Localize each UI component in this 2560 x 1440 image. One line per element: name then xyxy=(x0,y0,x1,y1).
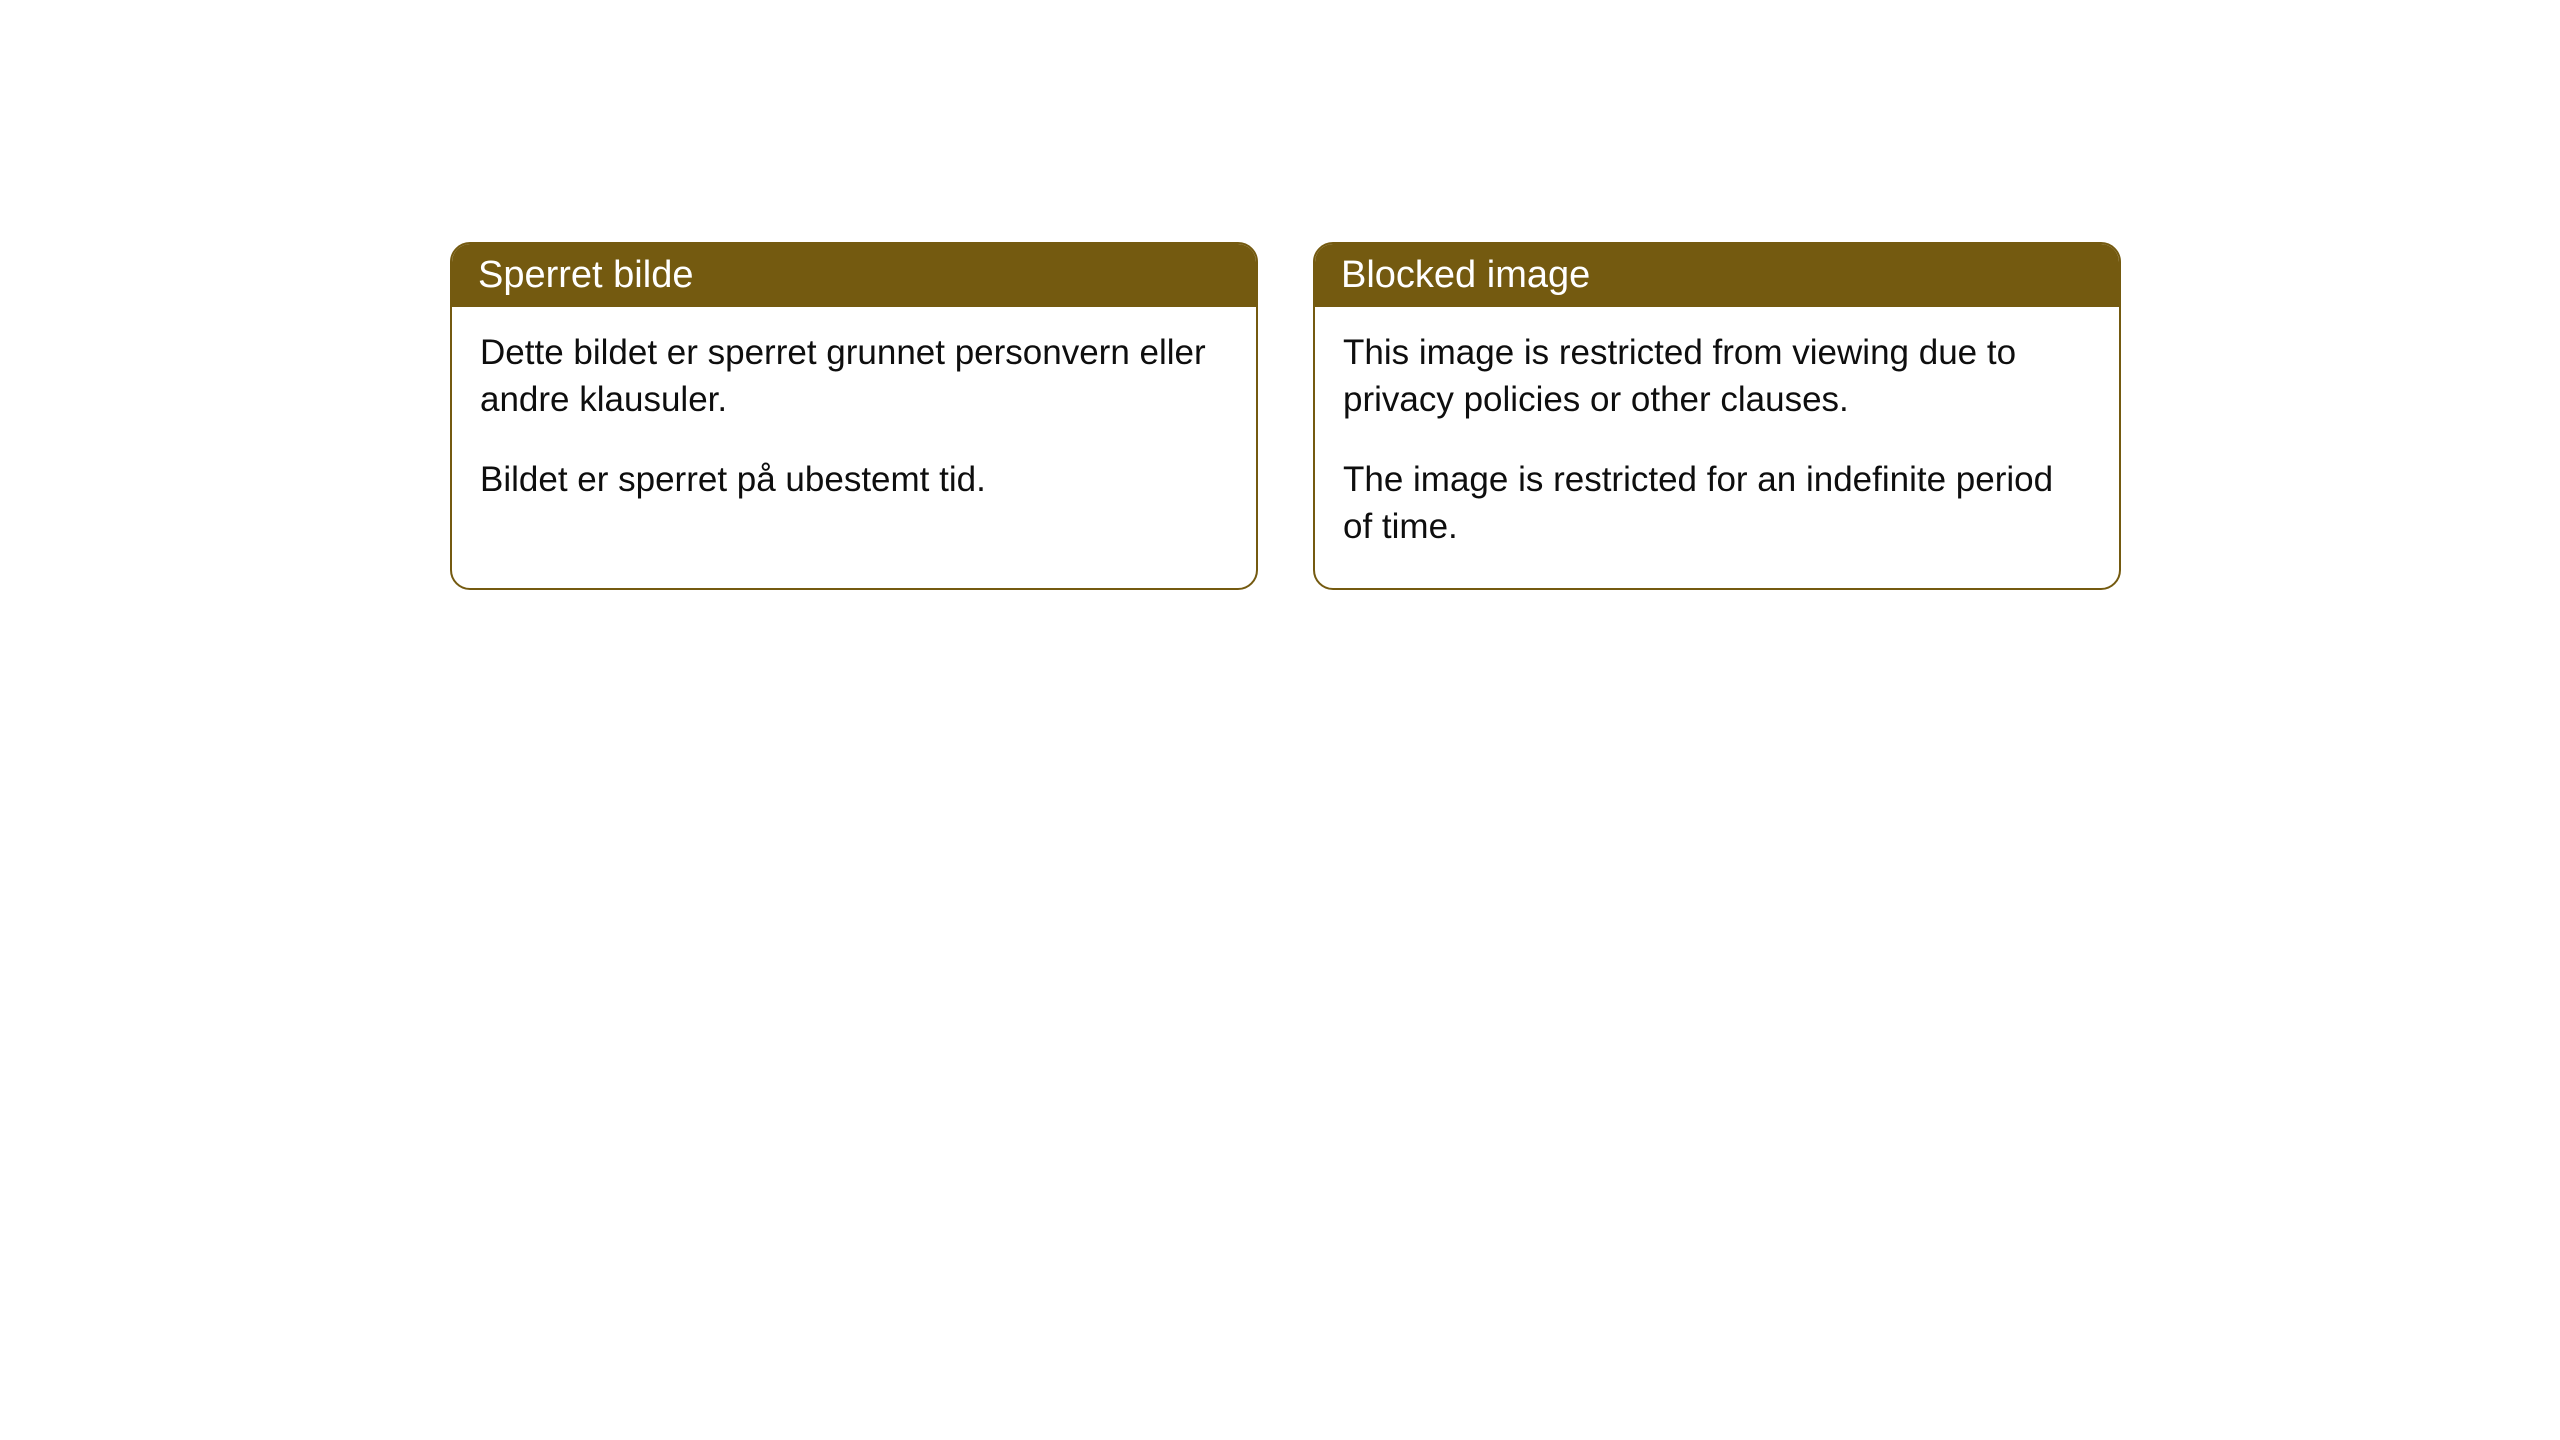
card-paragraph: Dette bildet er sperret grunnet personve… xyxy=(480,329,1228,424)
card-header-norwegian: Sperret bilde xyxy=(452,244,1256,307)
card-paragraph: Bildet er sperret på ubestemt tid. xyxy=(480,456,1228,503)
card-paragraph: The image is restricted for an indefinit… xyxy=(1343,456,2091,551)
card-paragraph: This image is restricted from viewing du… xyxy=(1343,329,2091,424)
notice-card-english: Blocked image This image is restricted f… xyxy=(1313,242,2121,590)
card-body-norwegian: Dette bildet er sperret grunnet personve… xyxy=(452,307,1256,541)
notice-card-norwegian: Sperret bilde Dette bildet er sperret gr… xyxy=(450,242,1258,590)
notice-cards-container: Sperret bilde Dette bildet er sperret gr… xyxy=(450,242,2560,590)
card-body-english: This image is restricted from viewing du… xyxy=(1315,307,2119,588)
card-title: Blocked image xyxy=(1341,254,1590,296)
card-header-english: Blocked image xyxy=(1315,244,2119,307)
card-title: Sperret bilde xyxy=(478,254,693,296)
